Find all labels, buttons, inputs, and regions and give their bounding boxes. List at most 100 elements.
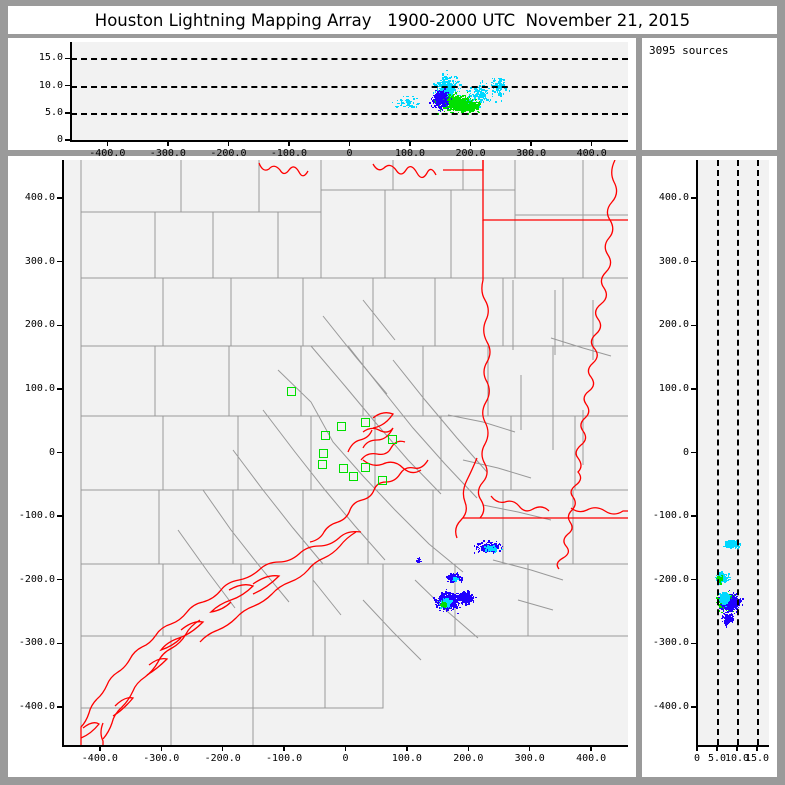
x-axis-tick [406,745,408,751]
x-axis-tick [528,745,531,751]
lma-station-marker [286,386,296,396]
gridline-vertical [757,160,759,745]
x-axis-tick-label: -200.0 [198,148,258,159]
y-axis-tick-label: 0 [13,134,63,145]
x-axis-tick-label: 300.0 [501,148,561,159]
x-axis-tick [167,140,169,146]
lma-station-marker [338,464,348,473]
x-axis-tick [409,140,411,146]
y-axis-tick-label: -200.0 [639,574,689,585]
lma-station-marker [318,460,328,470]
x-axis-tick [469,140,472,146]
x-axis-tick-label: 200.0 [441,148,501,159]
y-axis-tick [691,197,697,199]
x-axis-line [696,745,769,747]
x-axis-tick-label: 200.0 [438,753,498,764]
x-axis-tick-label: 300.0 [500,753,560,764]
x-axis-tick-label: 100.0 [380,148,440,159]
y-axis-tick [57,451,63,454]
y-axis-tick-label: 0 [639,447,689,458]
y-axis-tick [57,578,63,581]
x-axis-tick-label: 100.0 [377,753,437,764]
x-axis-tick-label: 0 [667,753,727,764]
x-axis-tick [756,745,758,751]
y-axis-tick-label: 15.0 [13,52,63,63]
x-axis-tick [221,745,224,751]
altitude-vs-east-west-plot [71,42,628,140]
gridline-horizontal [71,85,628,88]
x-axis-tick-label: 0 [320,148,380,159]
lma-station-marker [348,472,358,482]
x-axis-tick-label: -300.0 [138,148,198,159]
county-boundaries [80,160,628,745]
north-south-vs-altitude-panel: -400.0 -300.0 -200.0 -100.0 0 100.0 200.0 300.0… [642,156,777,777]
lma-station-marker [360,418,370,428]
y-axis-tick [57,324,63,327]
y-axis-tick [691,578,697,581]
x-axis-tick [590,140,593,146]
x-axis-tick-label: -100.0 [259,148,319,159]
x-axis-tick-label: 0 [316,753,376,764]
y-axis-line [70,42,72,140]
y-axis-tick [57,706,63,708]
lightning-source-points [71,42,628,140]
sources-count-box: 3095 sources [642,38,777,150]
y-axis-tick [57,515,63,517]
y-axis-tick [65,112,71,114]
y-axis-tick-label: 100.0 [5,383,55,394]
y-axis-tick-label: 300.0 [639,256,689,267]
x-axis-tick [467,745,470,751]
x-axis-tick [99,745,101,751]
y-axis-tick [691,324,697,327]
y-axis-tick-label: 200.0 [5,319,55,330]
y-axis-tick [57,197,63,199]
y-axis-tick-label: -300.0 [639,637,689,648]
lma-station-marker [337,422,347,432]
lma-station-marker [320,431,330,440]
x-axis-tick [348,140,351,146]
y-axis-tick [691,388,697,390]
y-axis-tick-label: -100.0 [5,510,55,521]
x-axis-tick [283,745,285,751]
y-axis-tick [691,706,697,708]
y-axis-tick [57,642,63,644]
texas-basemap [80,160,628,745]
x-axis-tick-label: 400.0 [562,148,622,159]
y-axis-tick [65,84,71,87]
page-title: Houston Lightning Mapping Array 1900-200… [95,11,690,30]
y-axis-tick-label: 100.0 [639,383,689,394]
y-axis-tick [57,388,63,390]
y-axis-tick [691,642,697,644]
x-axis-tick-label: -400.0 [77,148,137,159]
x-axis-tick-label: -300.0 [131,753,191,764]
x-axis-tick [530,140,532,146]
y-axis-tick-label: 0 [5,447,55,458]
x-axis-tick-label: 400.0 [561,753,621,764]
y-axis-tick-label: 400.0 [5,192,55,203]
y-axis-tick-label: -200.0 [5,574,55,585]
gridline-vertical [737,160,739,745]
gridline-horizontal [71,58,628,61]
x-axis-tick-label: 15.0 [727,753,785,764]
x-axis-tick-label: -200.0 [193,753,253,764]
x-axis-tick [736,745,738,751]
y-axis-tick-label: 10.0 [13,80,63,91]
sources-count-label: 3095 sources [649,44,728,57]
y-axis-tick [65,139,71,141]
x-axis-tick [716,745,718,751]
lightning-source-points [63,160,628,745]
y-axis-tick [691,260,697,263]
lma-station-marker [388,434,398,444]
x-axis-tick-label: -400.0 [70,753,130,764]
x-axis-tick-label: 5.0 [687,753,747,764]
lma-station-markers [63,160,628,745]
y-axis-tick [57,260,63,263]
x-axis-tick-label: 10.0 [707,753,767,764]
x-axis-tick [227,140,230,146]
y-axis-tick [691,451,697,454]
y-axis-tick-label: 5.0 [13,107,63,118]
x-axis-tick [696,745,698,751]
plan-view-map-plot [63,160,628,745]
y-axis-tick [65,57,71,60]
